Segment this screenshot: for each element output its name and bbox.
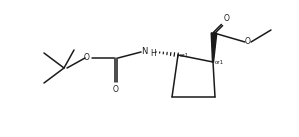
Text: or1: or1	[215, 60, 224, 65]
Text: O: O	[224, 14, 230, 23]
Text: O: O	[113, 85, 119, 94]
Text: O: O	[245, 38, 251, 46]
Text: O: O	[83, 54, 89, 62]
Text: N: N	[141, 48, 147, 56]
Text: or1: or1	[180, 53, 189, 58]
Text: H: H	[150, 49, 156, 58]
Polygon shape	[211, 33, 217, 62]
